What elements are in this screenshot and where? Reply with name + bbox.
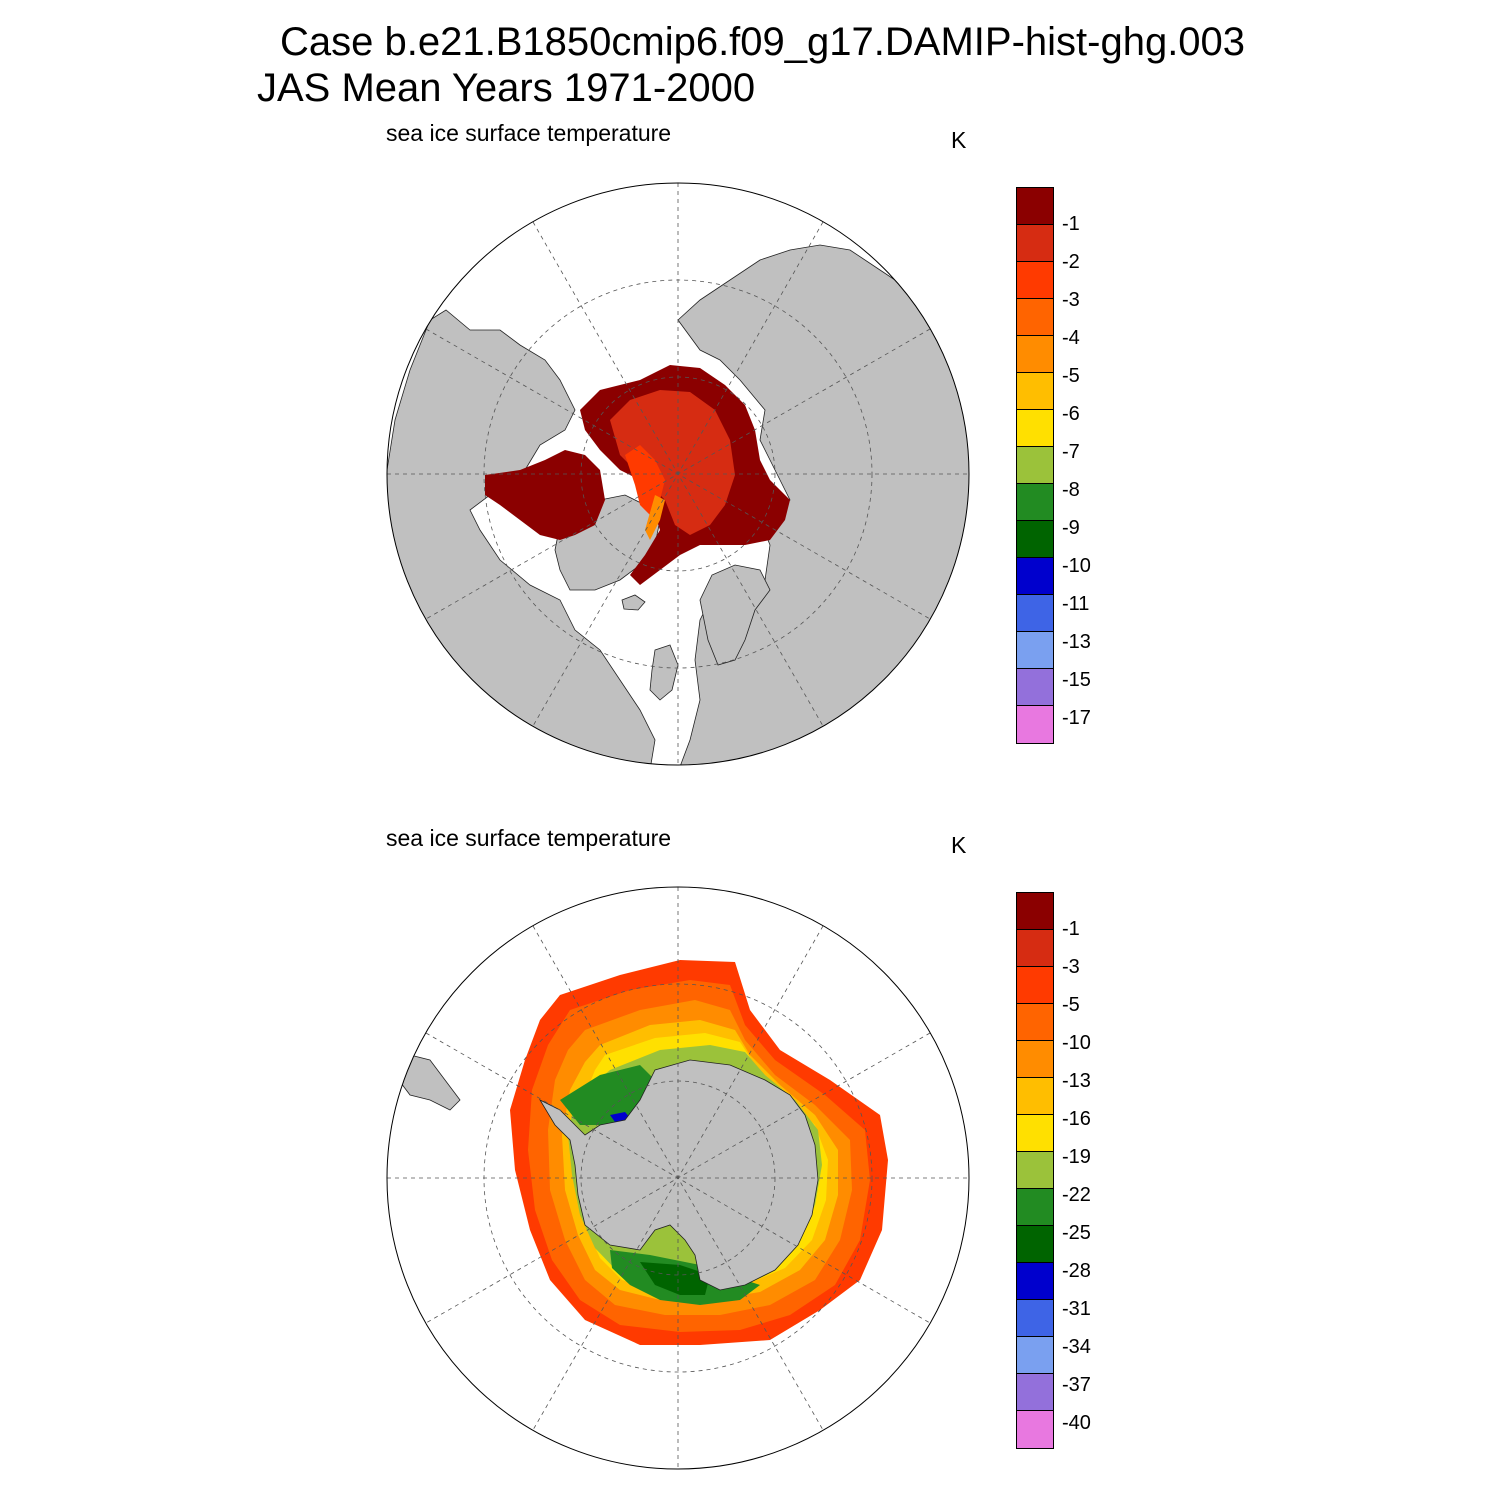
antarctica-landmass	[538, 1059, 819, 1291]
north-colorbar-tick-label: -8	[1062, 479, 1080, 501]
north-colorbar-box	[1017, 595, 1053, 632]
iceland-landmass	[621, 594, 646, 611]
north-colorbar-tick-label: -17	[1062, 707, 1091, 729]
north-colorbar-box	[1017, 447, 1053, 484]
north-colorbar-box	[1017, 373, 1053, 410]
south-map-border	[386, 886, 970, 1470]
south-colorbar-tick-label: -10	[1062, 1032, 1091, 1054]
north-colorbar-box	[1017, 410, 1053, 447]
south-colorbar-box	[1017, 1300, 1053, 1337]
south-colorbar-box	[1017, 1189, 1053, 1226]
south-polar-map	[387, 887, 969, 1469]
south-graticule	[387, 887, 969, 1469]
north-panel-label: sea ice surface temperature	[386, 120, 672, 146]
north-colorbar-tick-label: -11	[1062, 593, 1090, 615]
south-colorbar	[1016, 892, 1054, 1449]
figure-title-line-1: Case b.e21.B1850cmip6.f09_g17.DAMIP-hist…	[280, 20, 1246, 64]
north-colorbar-tick-label: -2	[1062, 251, 1080, 273]
north-sea-ice-sliver	[645, 495, 665, 540]
british-isles-landmass	[649, 644, 679, 701]
north-units-label: K	[951, 127, 967, 153]
north-colorbar-box	[1017, 225, 1053, 262]
north-colorbar-tick-label: -5	[1062, 365, 1080, 387]
south-colorbar-box	[1017, 1041, 1053, 1078]
south-colorbar-box	[1017, 1115, 1053, 1152]
north-colorbar-tick-label: -13	[1062, 631, 1091, 653]
north-map-border	[386, 182, 970, 766]
south-colorbar-tick-label: -1	[1062, 918, 1080, 940]
south-colorbar-tick-label: -28	[1062, 1260, 1091, 1282]
north-colorbar-tick-label: -9	[1062, 517, 1080, 539]
north-graticule	[387, 183, 969, 765]
south-colorbar-tick-label: -19	[1062, 1146, 1091, 1168]
north-colorbar-box	[1017, 484, 1053, 521]
figure-title-line-2: JAS Mean Years 1971-2000	[257, 66, 756, 110]
south-colorbar-box	[1017, 1374, 1053, 1411]
south-colorbar-box	[1017, 1337, 1053, 1374]
south-colorbar-box	[1017, 1411, 1053, 1448]
north-colorbar-box	[1017, 188, 1053, 225]
north-sea-ice-canada	[485, 450, 605, 540]
eurasia-landmass	[677, 244, 969, 765]
south-units-label: K	[951, 832, 967, 858]
north-colorbar-tick-label: -6	[1062, 403, 1080, 425]
south-colorbar-box	[1017, 1004, 1053, 1041]
north-colorbar-tick-label: -4	[1062, 327, 1080, 349]
north-colorbar-box	[1017, 521, 1053, 558]
north-colorbar-box	[1017, 558, 1053, 595]
north-sea-ice-core	[610, 390, 735, 535]
north-colorbar-box	[1017, 336, 1053, 373]
south-colorbar-tick-label: -3	[1062, 956, 1080, 978]
north-colorbar-tick-label: -3	[1062, 289, 1080, 311]
south-colorbar-tick-label: -40	[1062, 1412, 1091, 1434]
north-colorbar	[1016, 187, 1054, 744]
south-colorbar-tick-label: -31	[1062, 1298, 1091, 1320]
north-colorbar-tick-label: -1	[1062, 213, 1080, 235]
north-colorbar-box	[1017, 299, 1053, 336]
south-colorbar-box	[1017, 1263, 1053, 1300]
south-colorbar-tick-label: -37	[1062, 1374, 1091, 1396]
scandinavia-landmass	[699, 564, 771, 666]
south-colorbar-tick-label: -5	[1062, 994, 1080, 1016]
south-colorbar-box	[1017, 1078, 1053, 1115]
south-colorbar-tick-label: -25	[1062, 1222, 1091, 1244]
south-colorbar-box	[1017, 1152, 1053, 1189]
north-colorbar-box	[1017, 262, 1053, 299]
north-colorbar-box	[1017, 632, 1053, 669]
north-colorbar-tick-label: -7	[1062, 441, 1080, 463]
north-colorbar-box	[1017, 706, 1053, 743]
north-colorbar-tick-label: -10	[1062, 555, 1091, 577]
south-colorbar-box	[1017, 967, 1053, 1004]
south-colorbar-box	[1017, 930, 1053, 967]
south-colorbar-box	[1017, 893, 1053, 930]
south-colorbar-tick-label: -22	[1062, 1184, 1091, 1206]
south-colorbar-tick-label: -13	[1062, 1070, 1091, 1092]
south-colorbar-tick-label: -16	[1062, 1108, 1091, 1130]
south-panel-label: sea ice surface temperature	[386, 825, 672, 851]
south-america-landmass	[394, 1054, 461, 1111]
south-sea-ice-ross-dark	[640, 1262, 710, 1295]
south-colorbar-tick-label: -34	[1062, 1336, 1091, 1358]
north-colorbar-box	[1017, 669, 1053, 706]
south-colorbar-box	[1017, 1226, 1053, 1263]
north-colorbar-tick-label: -15	[1062, 669, 1091, 691]
